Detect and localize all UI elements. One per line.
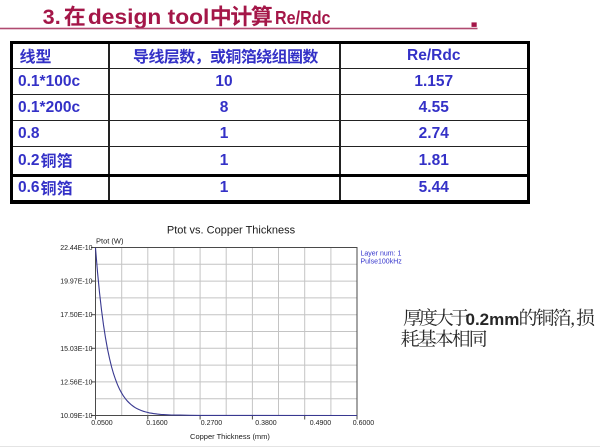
- svg-text:Copper Thickness (mm): Copper Thickness (mm): [190, 432, 270, 441]
- svg-text:design tool: design tool: [88, 6, 209, 29]
- svg-text:22.44E-10: 22.44E-10: [60, 245, 92, 252]
- svg-text:0.2mm: 0.2mm: [466, 310, 520, 329]
- svg-text:Ptot (W): Ptot (W): [96, 237, 124, 246]
- svg-text:0.3800: 0.3800: [255, 420, 277, 427]
- svg-text:0.6000: 0.6000: [353, 420, 375, 427]
- svg-text:0.0500: 0.0500: [91, 420, 113, 427]
- svg-text:10.09E-10: 10.09E-10: [60, 413, 92, 420]
- svg-text:Layer num: 1: Layer num: 1: [361, 251, 402, 258]
- svg-text:17.50E-10: 17.50E-10: [60, 312, 92, 319]
- svg-text:0.1600: 0.1600: [146, 420, 168, 427]
- svg-text:Pulse100kHz: Pulse100kHz: [361, 259, 403, 266]
- svg-text:0.4900: 0.4900: [310, 420, 332, 427]
- svg-text:12.56E-10: 12.56E-10: [60, 379, 92, 386]
- svg-text:3.: 3.: [43, 6, 61, 29]
- svg-text:19.97E-10: 19.97E-10: [60, 279, 92, 286]
- svg-text:Ptot vs. Copper Thickness: Ptot vs. Copper Thickness: [167, 225, 296, 237]
- svg-text:Re/Rdc: Re/Rdc: [275, 8, 331, 28]
- svg-text:0.2700: 0.2700: [201, 420, 223, 427]
- svg-text:15.03E-10: 15.03E-10: [60, 346, 92, 353]
